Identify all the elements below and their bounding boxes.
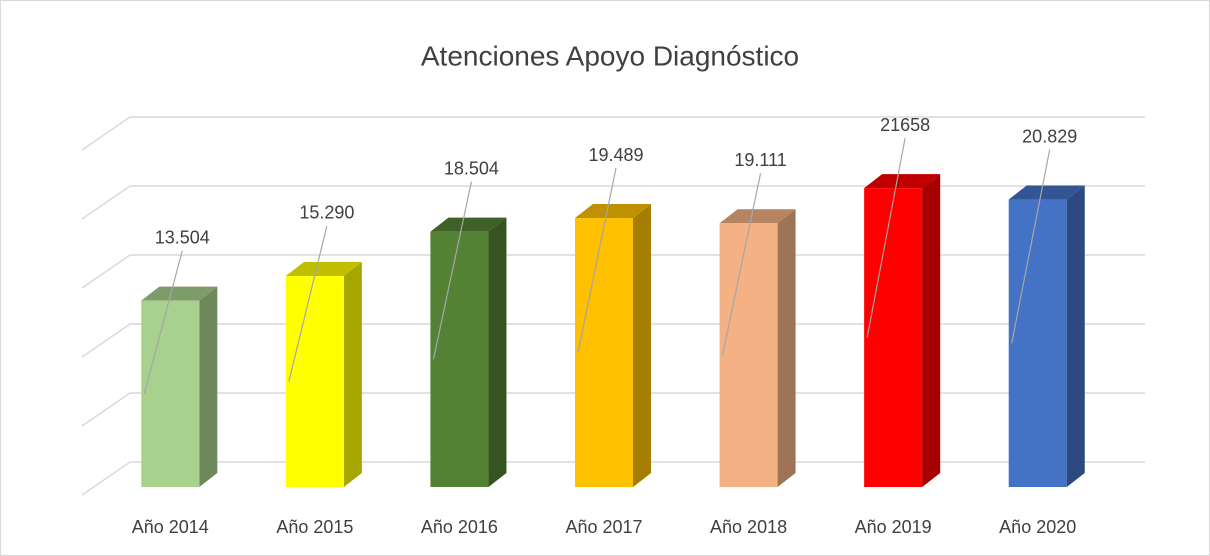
x-tick-label: Año 2015 [276, 517, 353, 537]
data-label: 18.504 [444, 158, 499, 178]
x-tick-label: Año 2016 [421, 517, 498, 537]
grid-line-side [81, 323, 131, 358]
bar-side-shade [777, 209, 796, 488]
bar-side-shade [343, 261, 362, 487]
bar-top-shade [285, 261, 362, 276]
x-tick-label: Año 2017 [565, 517, 642, 537]
data-label: 15.290 [299, 203, 354, 223]
grid-line-side [81, 116, 131, 151]
x-tick-label: Año 2019 [855, 517, 932, 537]
bar [864, 188, 923, 487]
leader-line [1011, 149, 1051, 344]
bar-side-shade [922, 174, 941, 487]
bar [719, 223, 778, 488]
bar-top-shade [141, 286, 218, 301]
x-tick-label: Año 2014 [132, 517, 209, 537]
bar-top [430, 217, 507, 232]
bar-side-shade [633, 204, 651, 487]
bar-top [285, 261, 362, 276]
bar-top-shade [575, 204, 651, 219]
bar [141, 300, 200, 487]
bar-side-shade [488, 217, 507, 487]
grid-line-side [81, 185, 131, 220]
leader-line [143, 250, 183, 394]
bar-side [488, 217, 507, 487]
bar-top-shade [864, 174, 941, 189]
bar-side [777, 209, 796, 488]
bar-side-shade [199, 286, 218, 487]
grid-line-side [81, 392, 131, 427]
leader-line [577, 167, 617, 353]
bar-top [141, 286, 218, 301]
x-tick-label: Año 2020 [999, 517, 1076, 537]
leader-line [866, 138, 906, 338]
data-label: 21658 [880, 115, 930, 135]
bar-top [719, 209, 796, 224]
bar [285, 275, 344, 487]
chart-title: Atenciones Apoyo Diagnóstico [421, 40, 799, 71]
leader-line [721, 173, 762, 356]
bar-top-shade [430, 217, 507, 232]
bar-top [1008, 185, 1085, 200]
bar-side [633, 204, 651, 487]
data-label: 13.504 [155, 227, 210, 247]
bar-side [199, 286, 218, 487]
leader-line [288, 225, 328, 382]
bar-top [575, 204, 651, 219]
leader-line [432, 181, 473, 360]
grid-line-side [81, 461, 131, 496]
bar-side [1066, 185, 1085, 487]
data-label: 19.111 [734, 150, 786, 170]
bar [1008, 199, 1067, 487]
data-label: 20.829 [1022, 126, 1077, 146]
bar-side [343, 261, 362, 487]
grid-line-side [81, 254, 131, 289]
x-tick-label: Año 2018 [710, 517, 787, 537]
bar-side [922, 174, 941, 487]
bar [430, 231, 489, 487]
bar-top-shade [1008, 185, 1085, 200]
bar-top [864, 174, 941, 189]
bar-side-shade [1066, 185, 1085, 487]
bar [575, 218, 633, 487]
bar-top-shade [719, 209, 796, 224]
data-label: 19.489 [588, 145, 643, 165]
